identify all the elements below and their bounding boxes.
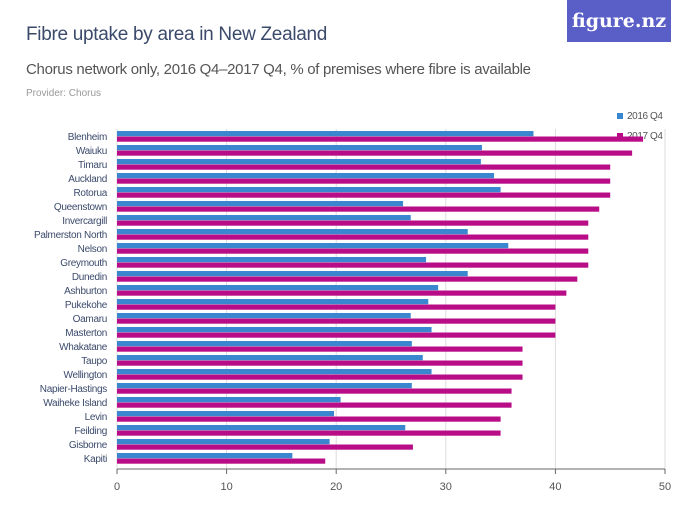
bar-2016-q4 <box>117 369 432 375</box>
bar-2016-q4 <box>117 383 412 389</box>
bar-2016-q4 <box>117 201 404 207</box>
bar-2017-q4 <box>117 150 633 156</box>
bar-2017-q4 <box>117 248 589 254</box>
category-label: Feilding <box>74 426 107 437</box>
category-label: Nelson <box>78 244 107 255</box>
bar-2016-q4 <box>117 411 335 417</box>
bar-2016-q4 <box>117 187 501 193</box>
legend-swatch <box>617 133 623 139</box>
category-label: Levin <box>85 412 107 423</box>
category-label: Napier-Hastings <box>40 384 107 395</box>
category-label: Oamaru <box>73 314 107 325</box>
bar-2017-q4 <box>117 430 501 436</box>
legend-swatch <box>617 113 623 119</box>
bar-2016-q4 <box>117 215 411 221</box>
legend-label: 2017 Q4 <box>627 130 663 142</box>
category-label: Pukekohe <box>65 300 108 311</box>
legend-item-2017: 2017 Q4 <box>617 126 663 146</box>
legend-item-2016: 2016 Q4 <box>617 106 663 126</box>
bar-2017-q4 <box>117 374 523 380</box>
category-label: Invercargill <box>62 216 107 227</box>
x-tick-label: 20 <box>330 481 342 493</box>
category-label: Auckland <box>68 174 107 185</box>
x-tick-label: 0 <box>114 481 120 493</box>
bar-2016-q4 <box>117 257 427 263</box>
bar-2016-q4 <box>117 327 432 333</box>
bar-2017-q4 <box>117 332 556 338</box>
bar-2017-q4 <box>117 402 512 408</box>
category-label: Ashburton <box>64 286 107 297</box>
category-label: Palmerston North <box>34 230 107 241</box>
bar-2016-q4 <box>117 159 481 165</box>
x-tick-label: 10 <box>220 481 232 493</box>
bar-2017-q4 <box>117 234 589 240</box>
bar-2016-q4 <box>117 145 482 151</box>
bar-2017-q4 <box>117 458 326 464</box>
bar-2017-q4 <box>117 346 523 352</box>
x-tick-label: 40 <box>549 481 561 493</box>
bar-2017-q4 <box>117 444 413 450</box>
bar-2017-q4 <box>117 192 611 198</box>
bar-2017-q4 <box>117 206 600 212</box>
bar-2017-q4 <box>117 178 611 184</box>
bar-2017-q4 <box>117 388 512 394</box>
bar-2016-q4 <box>117 341 412 347</box>
bar-2017-q4 <box>117 360 523 366</box>
bar-2017-q4 <box>117 164 611 170</box>
bar-2016-q4 <box>117 131 534 137</box>
category-label: Wellington <box>63 370 107 381</box>
legend-label: 2016 Q4 <box>627 110 663 122</box>
category-label: Waiheke Island <box>43 398 107 409</box>
x-tick-label: 50 <box>659 481 671 493</box>
chart-subtitle: Chorus network only, 2016 Q4–2017 Q4, % … <box>26 61 531 78</box>
bar-2017-q4 <box>117 220 589 226</box>
provider-note: Provider: Chorus <box>26 88 102 99</box>
category-label: Dunedin <box>72 272 107 283</box>
category-label: Greymouth <box>60 258 107 269</box>
bar-2017-q4 <box>117 304 556 310</box>
bar-2016-q4 <box>117 355 423 361</box>
bar-2017-q4 <box>117 290 567 296</box>
category-label: Waiuku <box>76 146 107 157</box>
bar-2017-q4 <box>117 416 501 422</box>
bar-2016-q4 <box>117 243 509 249</box>
bar-2016-q4 <box>117 397 341 403</box>
bar-2017-q4 <box>117 318 556 324</box>
category-label: Kapiti <box>84 454 107 465</box>
bar-2016-q4 <box>117 425 406 431</box>
bar-2016-q4 <box>117 313 411 319</box>
category-label: Queenstown <box>54 202 107 213</box>
bar-2017-q4 <box>117 262 589 268</box>
chart-title: Fibre uptake by area in New Zealand <box>26 24 328 45</box>
category-label: Rotorua <box>74 188 108 199</box>
figure-nz-logo[interactable]: figure.nz <box>567 0 671 42</box>
category-label: Whakatane <box>59 342 108 353</box>
legend: 2016 Q4 2017 Q4 <box>617 106 663 146</box>
bar-2016-q4 <box>117 299 429 305</box>
x-tick-label: 30 <box>440 481 452 493</box>
bar-2016-q4 <box>117 285 439 291</box>
bar-2016-q4 <box>117 229 468 235</box>
category-label: Gisborne <box>69 440 108 451</box>
category-label: Timaru <box>78 160 107 171</box>
bar-2016-q4 <box>117 173 495 179</box>
bar-2016-q4 <box>117 453 293 459</box>
bar-2017-q4 <box>117 276 578 282</box>
category-label: Masterton <box>65 328 107 339</box>
bar-2017-q4 <box>117 136 644 142</box>
bar-2016-q4 <box>117 271 468 277</box>
category-label: Taupo <box>81 356 107 367</box>
category-label: Blenheim <box>68 132 107 143</box>
bar-2016-q4 <box>117 439 330 445</box>
